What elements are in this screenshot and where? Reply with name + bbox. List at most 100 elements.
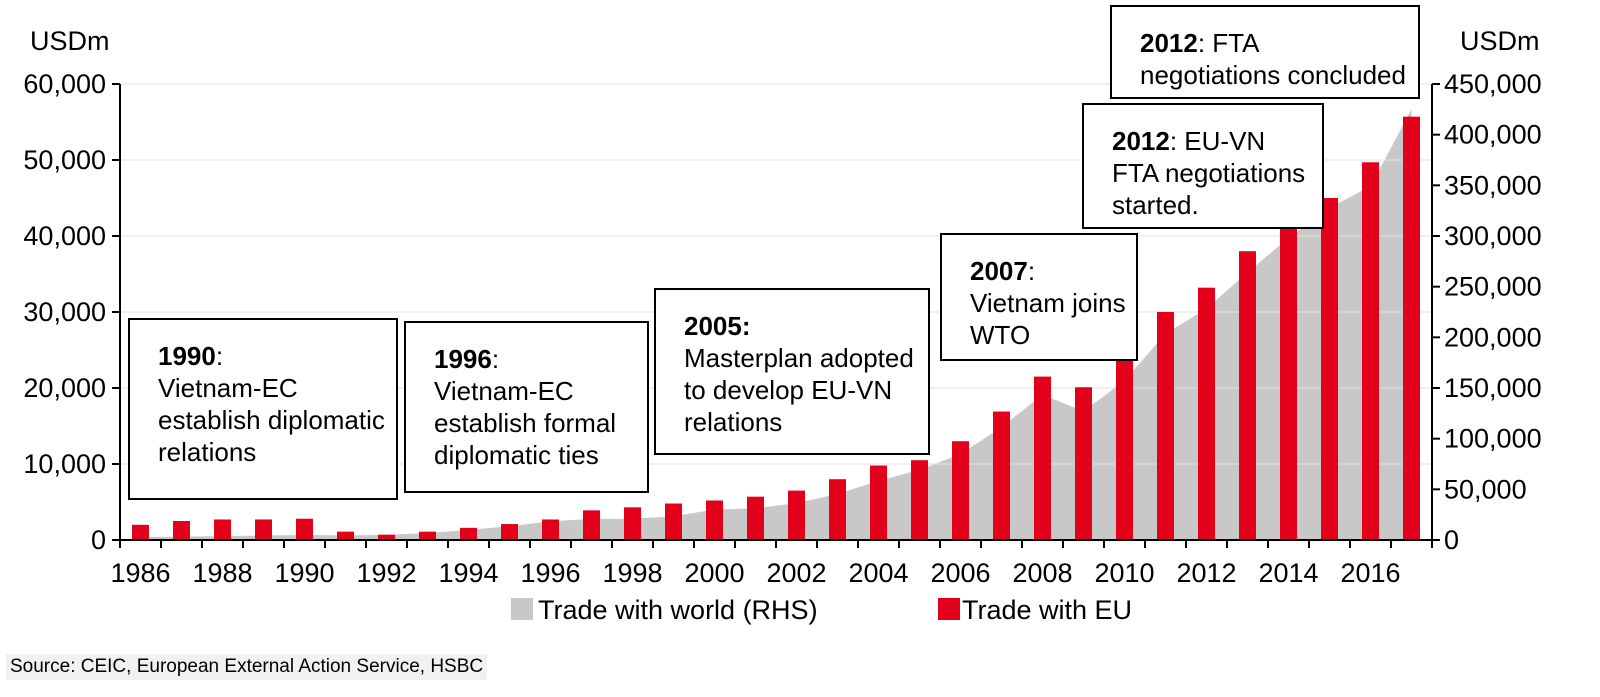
eu-trade-bar bbox=[706, 500, 723, 540]
eu-trade-bar bbox=[1116, 357, 1133, 540]
eu-trade-bar bbox=[952, 441, 969, 540]
x-axis-tick-label: 2010 bbox=[1094, 558, 1154, 588]
annotation-line: Vietnam-EC bbox=[158, 373, 298, 403]
x-axis-tick-label: 1988 bbox=[192, 558, 252, 588]
left-axis-tick-label: 30,000 bbox=[23, 297, 106, 327]
eu-trade-bar bbox=[296, 518, 313, 540]
left-axis-unit: USDm bbox=[30, 26, 110, 56]
eu-trade-bar bbox=[214, 519, 231, 540]
annotation-line: establish diplomatic bbox=[158, 405, 385, 435]
annotation-2007: 2007: Vietnam joins WTO bbox=[940, 233, 1138, 361]
eu-trade-bars bbox=[132, 116, 1420, 541]
eu-trade-bar bbox=[829, 479, 846, 540]
eu-trade-bar bbox=[337, 531, 354, 540]
eu-trade-bar bbox=[1075, 387, 1092, 540]
annotation-year: 2007 bbox=[970, 256, 1028, 286]
x-axis-tick-label: 1992 bbox=[356, 558, 416, 588]
annotation-year: 1990 bbox=[158, 341, 216, 371]
annotation-line: relations bbox=[684, 407, 783, 437]
eu-trade-bar bbox=[583, 510, 600, 540]
world-trade-area bbox=[140, 109, 1412, 541]
eu-trade-bar bbox=[255, 519, 272, 540]
eu-trade-bar bbox=[870, 465, 887, 540]
annotation-line: Vietnam joins bbox=[970, 288, 1126, 318]
eu-trade-bar bbox=[1157, 312, 1174, 540]
annotation-line: establish formal bbox=[434, 408, 617, 438]
eu-trade-bar bbox=[132, 524, 149, 540]
x-axis-tick-label: 2016 bbox=[1340, 558, 1400, 588]
eu-trade-bar bbox=[747, 496, 764, 540]
left-axis-tick-label: 20,000 bbox=[23, 373, 106, 403]
right-axis-tick-label: 450,000 bbox=[1444, 69, 1542, 99]
x-axis-tick-label: 1990 bbox=[274, 558, 334, 588]
eu-trade-bar bbox=[1403, 116, 1420, 541]
legend: Trade with world (RHS) Trade with EU bbox=[511, 595, 1132, 625]
eu-trade-bar bbox=[1034, 376, 1051, 540]
x-axis-tick-label: 2008 bbox=[1012, 558, 1072, 588]
right-axis-unit: USDm bbox=[1460, 26, 1540, 56]
eu-trade-bar bbox=[624, 507, 641, 540]
x-axis-tick-label: 2006 bbox=[930, 558, 990, 588]
right-axis-tick-label: 100,000 bbox=[1444, 424, 1542, 454]
x-axis-tick-label: 2000 bbox=[684, 558, 744, 588]
annotation-year: 2012 bbox=[1112, 126, 1170, 156]
legend-label-eu: Trade with EU bbox=[962, 595, 1132, 625]
x-axis-tick-label: 2012 bbox=[1176, 558, 1236, 588]
eu-trade-bar bbox=[542, 519, 559, 540]
right-axis-tick-label: 200,000 bbox=[1444, 322, 1542, 352]
eu-trade-bar bbox=[501, 524, 518, 540]
left-axis-tick-label: 50,000 bbox=[23, 145, 106, 175]
eu-trade-bar bbox=[1362, 162, 1379, 540]
eu-trade-bar bbox=[993, 411, 1010, 540]
annotation-year: 2005: bbox=[684, 311, 751, 341]
axes: 0 10,000 20,000 30,000 40,000 50,000 60,000 0 50… bbox=[23, 26, 1541, 588]
annotation-year: 1996 bbox=[434, 344, 492, 374]
left-axis-tick-label: 60,000 bbox=[23, 69, 106, 99]
left-axis-tick-label: 0 bbox=[91, 525, 106, 555]
annotation-line: Masterplan adopted bbox=[684, 343, 914, 373]
eu-trade-bar bbox=[788, 490, 805, 540]
eu-trade-bar bbox=[1321, 198, 1338, 540]
right-axis-tick-label: 0 bbox=[1444, 525, 1459, 555]
left-axis-tick-label: 40,000 bbox=[23, 221, 106, 251]
x-axis-tick-label: 2004 bbox=[848, 558, 908, 588]
x-axis-tick-label: 2014 bbox=[1258, 558, 1318, 588]
x-axis-tick-label: 1994 bbox=[438, 558, 498, 588]
annotation-line: diplomatic ties bbox=[434, 440, 599, 470]
eu-trade-bar bbox=[378, 534, 395, 540]
eu-trade-bar bbox=[911, 460, 928, 540]
right-axis-tick-label: 50,000 bbox=[1444, 474, 1527, 504]
eu-trade-bar bbox=[460, 527, 477, 540]
right-axis-tick-label: 300,000 bbox=[1444, 221, 1542, 251]
annotation-1996: 1996: Vietnam-EC establish formal diplom… bbox=[404, 321, 649, 493]
legend-swatch-world bbox=[511, 598, 533, 620]
eu-trade-bar bbox=[1280, 224, 1297, 540]
right-axis-tick-label: 400,000 bbox=[1444, 120, 1542, 150]
eu-trade-bar bbox=[665, 503, 682, 540]
right-axis-tick-label: 250,000 bbox=[1444, 272, 1542, 302]
legend-label-world: Trade with world (RHS) bbox=[538, 595, 818, 625]
eu-trade-bar bbox=[1198, 287, 1215, 540]
annotation-line: relations bbox=[158, 437, 257, 467]
annotation-line: WTO bbox=[970, 320, 1031, 350]
legend-swatch-eu bbox=[938, 598, 960, 620]
annotation-line: started. bbox=[1112, 190, 1199, 220]
x-axis-tick-label: 2002 bbox=[766, 558, 826, 588]
annotation-2012-started: 2012: EU-VN FTA negotiations started. bbox=[1082, 103, 1324, 229]
annotation-line: Vietnam-EC bbox=[434, 376, 574, 406]
annotation-2012-concluded: 2012: FTA negotiations concluded bbox=[1110, 5, 1420, 99]
annotation-line: FTA negotiations bbox=[1112, 158, 1306, 188]
annotation-year: 2012 bbox=[1140, 28, 1198, 58]
x-axis-tick-label: 1986 bbox=[110, 558, 170, 588]
x-axis-tick-label: 1996 bbox=[520, 558, 580, 588]
right-axis-tick-label: 150,000 bbox=[1444, 373, 1542, 403]
annotation-line: to develop EU-VN bbox=[684, 375, 893, 405]
eu-trade-bar bbox=[173, 521, 190, 540]
eu-trade-bar bbox=[419, 531, 436, 540]
left-axis-tick-label: 10,000 bbox=[23, 449, 106, 479]
eu-trade-bar bbox=[1239, 251, 1256, 540]
world-trade-area-layer bbox=[140, 109, 1412, 541]
source-note: Source: CEIC, European External Action S… bbox=[6, 654, 488, 680]
annotation-1990: 1990: Vietnam-EC establish diplomatic re… bbox=[128, 318, 398, 500]
